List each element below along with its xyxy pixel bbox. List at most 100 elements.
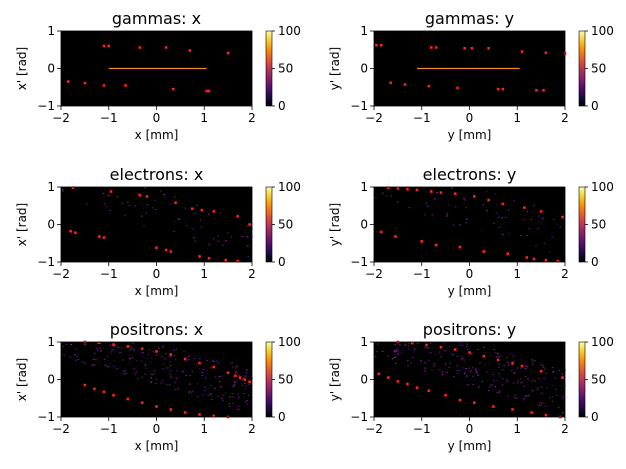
x-tick-label: −2 xyxy=(365,111,383,125)
density-cell xyxy=(397,352,399,354)
density-cell xyxy=(541,217,544,219)
density-cell xyxy=(231,393,234,394)
density-cell xyxy=(154,199,156,201)
density-cell xyxy=(393,349,396,351)
density-cell xyxy=(465,346,468,348)
density-cell xyxy=(456,370,459,372)
density-cell xyxy=(498,390,501,392)
density-cell xyxy=(498,366,500,368)
x-tick-label: 0 xyxy=(466,111,474,125)
density-cell xyxy=(505,216,507,218)
y-tick-label: −1 xyxy=(350,99,368,113)
colorbar-tick-label: 0 xyxy=(591,99,599,113)
data-point xyxy=(473,195,476,198)
data-point xyxy=(470,47,474,50)
data-point xyxy=(561,376,564,379)
data-point xyxy=(458,398,462,402)
data-point xyxy=(439,191,443,194)
density-cell xyxy=(549,251,551,253)
density-cell xyxy=(212,238,215,240)
y-tick-label: −1 xyxy=(350,410,368,424)
colorbar xyxy=(578,30,586,107)
density-cell xyxy=(233,384,236,386)
density-cell xyxy=(465,367,467,369)
density-cell xyxy=(496,392,498,394)
data-point xyxy=(66,80,70,83)
density-cell xyxy=(424,370,426,372)
density-cell xyxy=(184,207,187,209)
data-point xyxy=(155,405,158,408)
density-cell xyxy=(188,391,191,392)
data-point xyxy=(124,84,127,87)
x-tick-label: −1 xyxy=(413,422,431,436)
density-cell xyxy=(551,400,554,402)
density-cell xyxy=(551,385,553,387)
density-cell xyxy=(413,348,416,350)
x-axis-label: x [mm] xyxy=(135,128,179,142)
density-cell xyxy=(162,368,164,370)
density-cell xyxy=(221,397,223,399)
density-cell xyxy=(155,382,157,384)
data-point xyxy=(102,236,106,239)
density-cell xyxy=(166,367,169,369)
density-cell xyxy=(493,349,496,350)
density-cell xyxy=(528,228,531,230)
density-cell xyxy=(128,205,131,206)
density-cell xyxy=(471,367,474,369)
data-point xyxy=(487,198,490,202)
density-cell xyxy=(461,356,463,358)
density-cell xyxy=(490,384,493,386)
density-cell xyxy=(523,386,525,388)
density-cell xyxy=(452,354,454,356)
density-cell xyxy=(395,349,398,351)
density-cell xyxy=(562,412,564,414)
density-cell xyxy=(552,371,554,373)
density-cell xyxy=(498,226,501,228)
density-cell xyxy=(162,363,165,365)
density-cell xyxy=(194,213,196,215)
density-cell xyxy=(458,344,461,346)
data-point xyxy=(198,255,201,258)
data-point xyxy=(468,351,471,354)
density-cell xyxy=(234,372,237,373)
density-cell xyxy=(482,346,484,348)
density-cell xyxy=(228,403,231,405)
x-tick-label: 1 xyxy=(513,422,521,436)
density-cell xyxy=(456,355,459,357)
density-cell xyxy=(62,346,65,348)
density-cell xyxy=(477,349,479,350)
density-cell xyxy=(494,386,497,388)
density-cell xyxy=(512,382,515,384)
density-cell xyxy=(475,371,477,373)
density-cell xyxy=(147,354,150,356)
density-cell xyxy=(448,346,451,348)
data-point xyxy=(198,413,201,416)
density-cell xyxy=(526,211,528,212)
density-cell xyxy=(111,349,113,351)
density-cell xyxy=(201,371,204,373)
density-cell xyxy=(185,360,188,362)
density-cell xyxy=(425,202,428,204)
density-cell xyxy=(113,365,116,367)
colorbar-tick-label: 0 xyxy=(278,255,286,269)
density-cell xyxy=(217,395,219,397)
data-point xyxy=(434,46,438,49)
density-cell xyxy=(391,358,394,360)
density-cell xyxy=(526,235,529,236)
density-cell xyxy=(238,375,240,377)
data-point xyxy=(501,87,505,91)
density-cell xyxy=(527,395,530,397)
density-cell xyxy=(204,386,206,388)
density-cell xyxy=(202,394,204,396)
density-cell xyxy=(227,232,229,234)
density-cell xyxy=(119,352,121,354)
data-point xyxy=(539,210,543,213)
density-cell xyxy=(470,353,472,355)
data-point xyxy=(198,361,201,365)
density-cell xyxy=(201,375,203,376)
density-cell xyxy=(104,203,106,205)
density-cell xyxy=(92,359,95,360)
density-cell xyxy=(523,399,526,401)
x-tick-label: 2 xyxy=(561,267,569,281)
